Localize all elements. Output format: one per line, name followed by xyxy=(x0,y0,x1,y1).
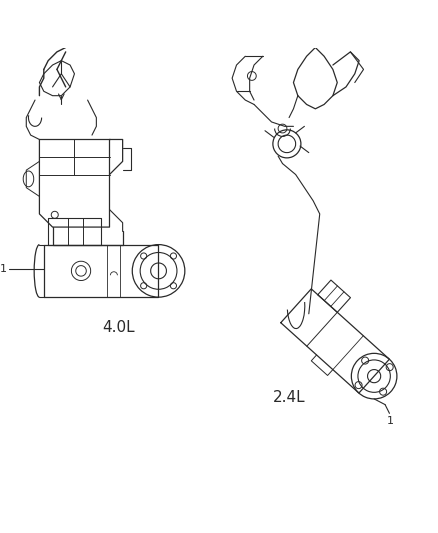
Text: 4.0L: 4.0L xyxy=(102,320,134,335)
Text: 2.4L: 2.4L xyxy=(273,390,305,406)
Text: 1: 1 xyxy=(387,416,394,425)
Text: 1: 1 xyxy=(0,264,7,273)
